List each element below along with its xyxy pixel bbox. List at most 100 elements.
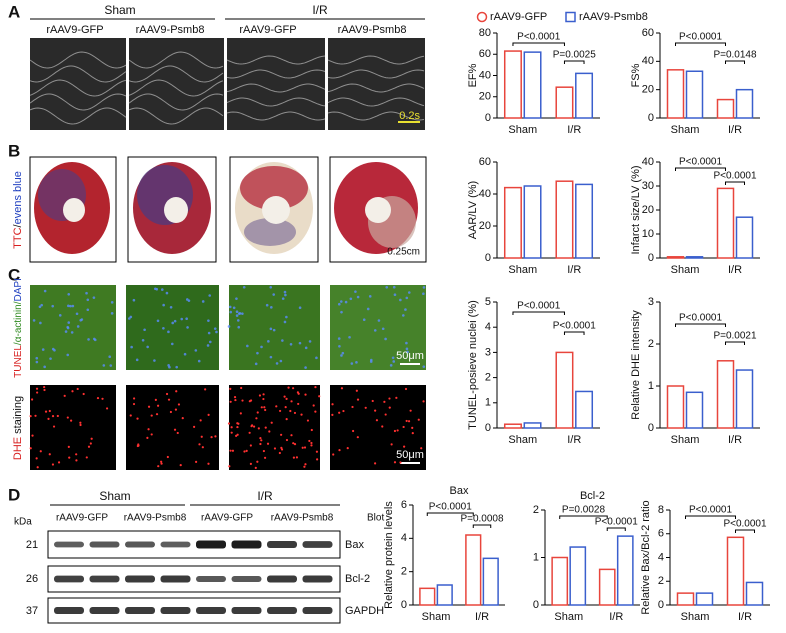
dhe-dot [36, 466, 39, 469]
nucleus [232, 306, 236, 310]
significance-bracket [559, 515, 608, 519]
echo-trace [226, 69, 326, 79]
nucleus [242, 285, 246, 289]
nucleus [76, 325, 80, 328]
dhe-image [30, 385, 116, 470]
nucleus [275, 362, 279, 365]
dhe-dot [85, 456, 88, 459]
nucleus [384, 337, 387, 341]
y-tick-label: 60 [642, 27, 654, 39]
y-tick-label: 2 [485, 372, 491, 384]
nucleus [102, 364, 106, 367]
lumen [262, 196, 290, 224]
subgroup-label: rAAV9-GFP [239, 24, 296, 36]
y-tick-label: 0 [648, 112, 654, 124]
y-axis-label: FS% [630, 63, 642, 87]
tunel-image [30, 285, 116, 370]
nucleus [369, 360, 373, 363]
x-tick-label: I/R [567, 124, 581, 136]
bar [745, 581, 764, 606]
dhe-dot [264, 426, 267, 429]
nucleus [340, 354, 343, 357]
y-tick-label: 40 [642, 55, 654, 67]
blot-band [267, 541, 297, 548]
dhe-dot [63, 394, 66, 397]
echo-trace [226, 97, 326, 107]
y-axis-label: AAR/LV (%) [467, 181, 479, 239]
y-tick-label: 20 [642, 84, 654, 96]
echo-trace [327, 55, 425, 65]
nucleus [127, 317, 131, 320]
nucleus [43, 365, 46, 369]
dhe-dot [210, 436, 213, 439]
nucleus [38, 305, 42, 309]
nucleus [227, 325, 231, 328]
dhe-dot [404, 387, 408, 391]
dhe-dot [297, 392, 300, 395]
significance-bracket [426, 512, 474, 516]
scale-label: 50μm [396, 350, 424, 362]
dhe-dot [169, 410, 173, 414]
nucleus [385, 285, 389, 289]
bar [666, 385, 685, 429]
nucleus [185, 317, 188, 321]
nucleus [208, 340, 212, 344]
fluorescence-images [30, 285, 426, 470]
blot-band [54, 541, 84, 548]
significance-bracket [675, 42, 726, 46]
dhe-dot [399, 461, 402, 464]
nucleus [180, 317, 184, 321]
dhe-dot [264, 408, 267, 412]
y-tick-label: 1 [533, 551, 539, 563]
dhe-dot [48, 409, 51, 413]
dhe-dot [132, 397, 136, 400]
blot-band [302, 575, 333, 583]
dhe-dot [331, 413, 334, 416]
nucleus [241, 312, 244, 315]
echo-trace [29, 107, 127, 125]
dhe-dot [150, 433, 153, 436]
nucleus [368, 295, 372, 298]
echo-trace [128, 93, 224, 111]
p-value: P<0.0001 [517, 32, 561, 43]
dhe-dot [35, 387, 39, 390]
dhe-dot [79, 423, 82, 427]
x-tick-label: Sham [508, 124, 537, 136]
nucleus [340, 310, 343, 314]
dhe-dot [249, 399, 253, 402]
dhe-dot [200, 435, 203, 438]
dhe-dot [67, 445, 70, 448]
nucleus [341, 351, 345, 355]
dhe-dot [304, 393, 307, 396]
x-tick-label: Sham [681, 611, 710, 623]
dhe-dot [76, 387, 79, 391]
dhe-dot [374, 409, 377, 412]
nucleus [165, 291, 169, 295]
dhe-dot [256, 460, 259, 463]
dhe-dot [338, 411, 341, 414]
y-tick-label: 2 [401, 566, 407, 578]
bar [419, 587, 436, 606]
y-tick-label: 20 [642, 204, 654, 216]
dhe-dot [396, 429, 399, 432]
dhe-dot [71, 390, 74, 393]
dhe-dot [207, 462, 210, 465]
nucleus [236, 319, 240, 322]
divider [224, 38, 227, 130]
dhe-dot [243, 450, 246, 453]
image-panels [29, 18, 427, 624]
dhe-dot [292, 442, 295, 445]
dhe-dot [310, 444, 313, 447]
dhe-dot [285, 397, 288, 400]
nucleus [85, 291, 88, 295]
legend-label: rAAV9-Psmb8 [579, 11, 648, 23]
dhe-dot [52, 425, 56, 428]
dhe-dot [262, 393, 265, 396]
dhe-dot [35, 457, 38, 460]
y-tick-label: 0 [533, 599, 539, 611]
bar [555, 351, 574, 429]
dhe-dot [177, 403, 181, 406]
nucleus [87, 338, 90, 341]
dhe-dot [290, 400, 293, 403]
dhe-dot [352, 429, 355, 433]
